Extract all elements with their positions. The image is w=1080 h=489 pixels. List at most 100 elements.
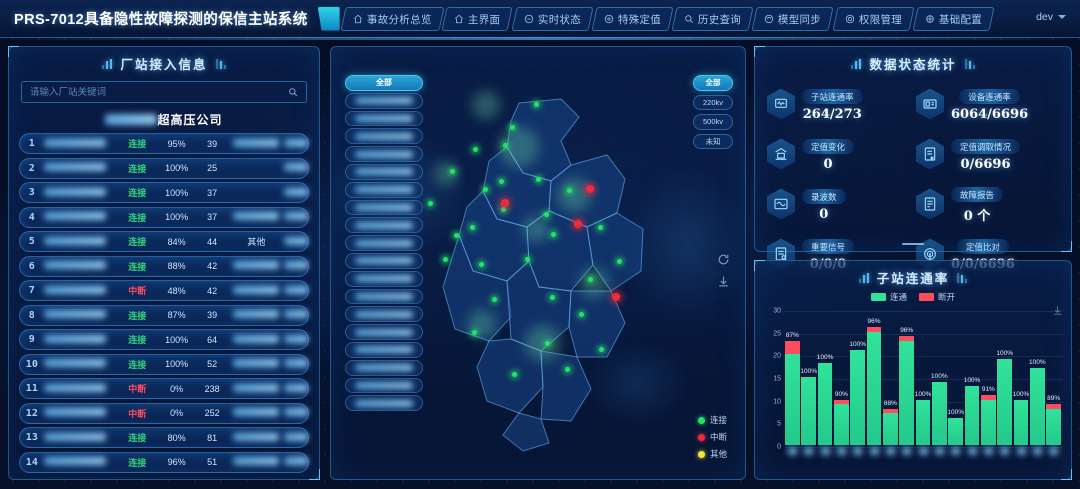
map-marker-connected[interactable] (551, 232, 556, 237)
map-filter-item[interactable]: XXXX (345, 377, 423, 394)
map-filter-item[interactable]: XXXX (345, 128, 423, 145)
map-filter-item[interactable]: XXXX (345, 163, 423, 180)
map-marker-connected[interactable] (454, 233, 459, 238)
stat-card[interactable]: 定值调取情况 0/6696 (916, 131, 1059, 177)
map-filter-all[interactable]: 全部 (345, 75, 423, 91)
station-action[interactable]: XX (284, 187, 309, 198)
chart-bar[interactable]: 91% (980, 311, 996, 445)
map-marker-connected[interactable] (617, 259, 622, 264)
map-marker-connected[interactable] (550, 295, 555, 300)
chart-bar[interactable]: 89% (1046, 311, 1062, 445)
station-row[interactable]: 2 XXXXXX 连接 100% 25 XX (19, 157, 309, 179)
search-input[interactable] (30, 86, 288, 98)
stat-card[interactable]: 故障报告 0 个 (916, 181, 1059, 227)
chart-bar[interactable]: 88% (882, 311, 898, 445)
map-marker-connected[interactable] (598, 225, 603, 230)
map-filter-item[interactable]: XXXX (345, 199, 423, 216)
station-row[interactable]: 1XXXXXX连接95%39XXXXXX (19, 133, 309, 154)
station-action[interactable]: XX (284, 310, 309, 320)
nav-tab-7[interactable]: 权限管理 (832, 6, 915, 31)
chart-legend-item[interactable]: 连通 (870, 291, 907, 303)
stat-card[interactable]: 子站连通率 264/273 (767, 81, 910, 127)
map-marker-connected[interactable] (501, 207, 506, 212)
chart-bar[interactable]: 96% (866, 311, 882, 445)
chart-bar[interactable]: 100% (947, 311, 964, 445)
map-marker-connected[interactable] (503, 143, 508, 148)
map-filter-item[interactable]: XXXX (345, 288, 423, 305)
map-marker-connected[interactable] (479, 262, 484, 267)
station-action[interactable]: XX (284, 212, 309, 222)
stat-card[interactable]: 录波数 0 (767, 181, 910, 227)
station-row[interactable]: 13XXXXXX连接80%81XXXXXX (19, 427, 309, 448)
map-marker-connected[interactable] (470, 225, 475, 230)
map-marker-connected[interactable] (499, 179, 504, 184)
map-marker-connected[interactable] (545, 341, 550, 346)
station-action[interactable]: XX (284, 359, 309, 369)
map-marker-connected[interactable] (536, 177, 541, 182)
station-row[interactable]: 3 XXXXXX 连接 100% 37 XX (19, 182, 309, 203)
map-marker-disconnected[interactable] (612, 293, 620, 301)
chart-bar[interactable]: 100% (1013, 311, 1029, 445)
station-row[interactable]: 7XXXXXX中断48%42XXXXXX (19, 280, 309, 301)
panel-collapse-handle[interactable] (902, 242, 924, 245)
map-marker-disconnected[interactable] (586, 185, 594, 193)
station-action[interactable]: XX (284, 285, 309, 296)
map-marker-connected[interactable] (492, 297, 497, 302)
station-row[interactable]: 6XXXXXX连接88%42XXXXXX (19, 255, 309, 277)
chart-bar[interactable]: 100% (800, 311, 817, 445)
map-marker-connected[interactable] (544, 212, 549, 217)
station-row[interactable]: 4XXXXXX连接100%37XXXXXX (19, 206, 309, 228)
voltage-filter-220kv[interactable]: 220kv (693, 94, 733, 110)
station-search-box[interactable] (21, 81, 307, 103)
chart-legend-item[interactable]: 断开 (919, 291, 955, 303)
station-action[interactable]: XX (284, 261, 309, 271)
map-marker-disconnected[interactable] (501, 199, 509, 207)
voltage-filter-全部[interactable]: 全部 (693, 75, 733, 91)
stat-card[interactable]: 定值变化 0 (767, 131, 910, 177)
chart-bar[interactable]: 100% (915, 311, 931, 445)
map-filter-item[interactable]: XXXX (345, 252, 423, 269)
map-filter-item[interactable]: XXXX (345, 270, 423, 287)
station-row[interactable]: 11XXXXXX中断0%238XXXXXX (19, 378, 309, 399)
nav-tab-4[interactable]: 特殊定值 (591, 6, 674, 31)
map-marker-connected[interactable] (525, 257, 530, 262)
map-marker-connected[interactable] (567, 188, 572, 193)
chart-bar[interactable]: 100% (996, 311, 1013, 445)
map-filter-item[interactable]: XXXX (345, 341, 423, 358)
refresh-icon[interactable] (717, 253, 730, 266)
map-filter-item[interactable]: XXXX (345, 217, 423, 234)
nav-tab-3[interactable]: 实时状态 (511, 6, 594, 31)
nav-tab-2[interactable]: 主界面 (441, 6, 514, 31)
map-marker-connected[interactable] (565, 367, 570, 372)
station-action[interactable]: XX (284, 334, 309, 345)
voltage-filter-500kv[interactable]: 500kv (693, 114, 733, 130)
chart-bar[interactable]: 100% (1029, 311, 1046, 445)
station-action[interactable]: XX (284, 383, 309, 394)
map-marker-connected[interactable] (510, 125, 515, 130)
map-filter-item[interactable]: XXXX (345, 235, 423, 251)
nav-tab-1[interactable]: 事故分析总览 (340, 6, 444, 31)
map-marker-disconnected[interactable] (574, 220, 582, 228)
map-canvas[interactable]: 全部 XXXX XXXX XXXX XXXX XXXX XXXX XXXX XXXX XXXX XX… (331, 47, 745, 479)
map-marker-connected[interactable] (534, 102, 539, 107)
map-marker-connected[interactable] (579, 312, 584, 317)
station-action[interactable]: XX (284, 236, 309, 247)
map-marker-connected[interactable] (450, 169, 455, 174)
chart-bar[interactable]: 100% (817, 311, 833, 445)
station-action[interactable]: XX (284, 457, 309, 467)
station-row[interactable]: 14XXXXXX连接96%51XXXXXX (19, 451, 309, 473)
map-filter-item[interactable]: XXXX (345, 359, 423, 376)
map-filter-item[interactable]: XXXX (345, 306, 423, 323)
map-filter-item[interactable]: XXXX (345, 324, 423, 340)
map-marker-connected[interactable] (599, 347, 604, 352)
station-row[interactable]: 12XXXXXX中断0%252XXXXXX (19, 402, 309, 424)
nav-tab-6[interactable]: 模型同步 (751, 6, 835, 31)
station-row[interactable]: 9XXXXXX连接100%64XXXXXX (19, 329, 309, 350)
map-marker-connected[interactable] (588, 277, 593, 282)
chart-bar[interactable]: 96% (899, 311, 915, 445)
map-marker-connected[interactable] (428, 201, 433, 206)
station-action[interactable]: XX (284, 138, 309, 149)
map-marker-connected[interactable] (512, 372, 517, 377)
chart-bar[interactable]: 100% (964, 311, 980, 445)
voltage-filter-未知[interactable]: 未知 (693, 133, 733, 149)
